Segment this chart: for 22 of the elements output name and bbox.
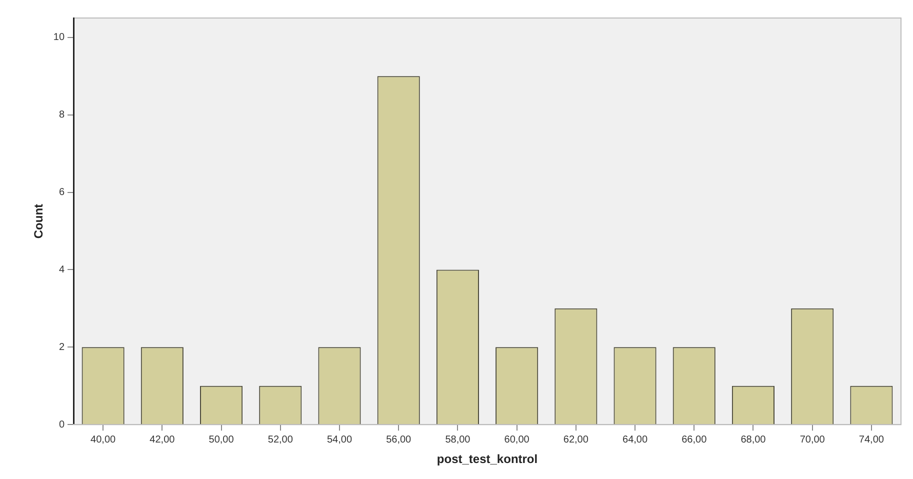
y-tick-label: 0 bbox=[58, 419, 65, 430]
y-tick-label: 6 bbox=[58, 187, 65, 198]
x-tick-label: 74,00 bbox=[858, 434, 884, 446]
y-tick-label: 4 bbox=[58, 264, 65, 276]
x-tick-label: 62,00 bbox=[563, 434, 589, 446]
x-tick-label: 70,00 bbox=[800, 434, 826, 446]
x-tick-label: 50,00 bbox=[208, 434, 234, 446]
y-tick-label: 10 bbox=[53, 32, 65, 44]
x-tick-label: 64,00 bbox=[622, 434, 648, 446]
y-tick-label: 8 bbox=[58, 110, 65, 121]
x-tick-label: 60,00 bbox=[504, 434, 530, 446]
x-tick-label: 42,00 bbox=[150, 434, 176, 446]
x-tick-label: 54,00 bbox=[326, 434, 352, 446]
x-tick-label: 56,00 bbox=[386, 434, 412, 446]
y-tick-label: 2 bbox=[58, 342, 65, 353]
x-tick-label: 40,00 bbox=[90, 434, 116, 446]
y-axis-title: Count bbox=[32, 204, 46, 239]
x-tick-label: 68,00 bbox=[740, 434, 766, 446]
x-tick-label: 66,00 bbox=[682, 434, 708, 446]
x-tick-label: 58,00 bbox=[445, 434, 471, 446]
x-tick-label: 52,00 bbox=[268, 434, 294, 446]
x-axis-title: post_test_kontrol bbox=[436, 452, 538, 466]
